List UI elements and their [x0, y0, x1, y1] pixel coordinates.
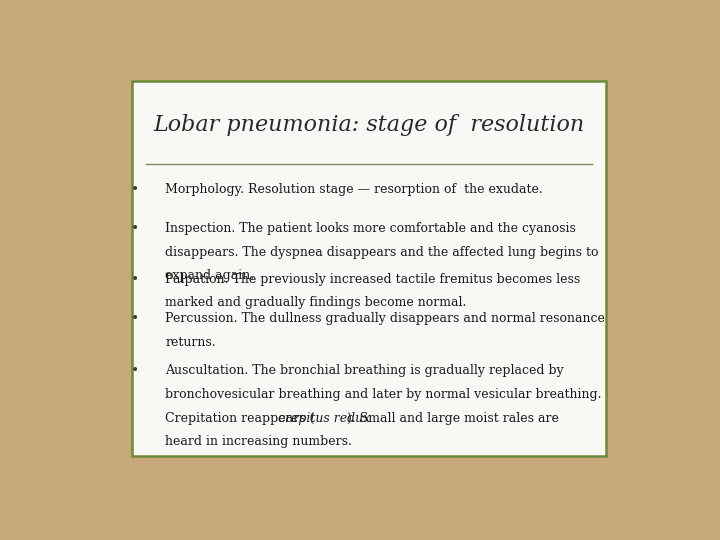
Text: expand again.: expand again. [166, 269, 254, 282]
Text: ). Small and large moist rales are: ). Small and large moist rales are [347, 411, 559, 424]
Text: disappears. The dyspnea disappears and the affected lung begins to: disappears. The dyspnea disappears and t… [166, 246, 599, 259]
Text: •: • [130, 364, 139, 378]
Text: Lobar pneumonia: stage of  resolution: Lobar pneumonia: stage of resolution [153, 114, 585, 136]
Text: bronchovesicular breathing and later by normal vesicular breathing.: bronchovesicular breathing and later by … [166, 388, 602, 401]
Text: Crepitation reappears (: Crepitation reappears ( [166, 411, 315, 424]
Text: heard in increasing numbers.: heard in increasing numbers. [166, 435, 352, 448]
Text: Palpation. The previously increased tactile fremitus becomes less: Palpation. The previously increased tact… [166, 273, 580, 286]
Text: Inspection. The patient looks more comfortable and the cyanosis: Inspection. The patient looks more comfo… [166, 222, 576, 235]
Text: •: • [130, 312, 139, 326]
Text: crepitus redux: crepitus redux [278, 411, 370, 424]
Text: Auscultation. The bronchial breathing is gradually replaced by: Auscultation. The bronchial breathing is… [166, 364, 564, 377]
Text: •: • [130, 222, 139, 236]
Text: •: • [130, 273, 139, 287]
Text: returns.: returns. [166, 336, 216, 349]
FancyBboxPatch shape [132, 82, 606, 456]
Text: Percussion. The dullness gradually disappears and normal resonance: Percussion. The dullness gradually disap… [166, 312, 606, 325]
Text: •: • [130, 183, 139, 197]
Text: Morphology. Resolution stage — resorption of  the exudate.: Morphology. Resolution stage — resorptio… [166, 183, 543, 197]
Text: marked and gradually findings become normal.: marked and gradually findings become nor… [166, 296, 467, 309]
